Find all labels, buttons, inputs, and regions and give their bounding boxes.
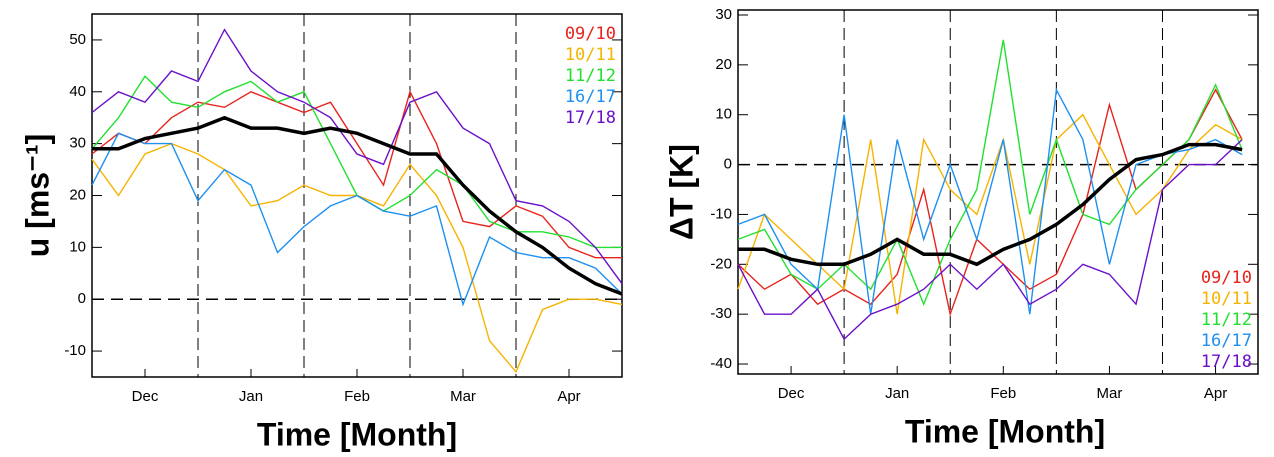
y-axis-label: u [ms⁻¹] <box>19 134 55 258</box>
y-tick-label: 10 <box>69 238 86 255</box>
series-line <box>91 75 622 249</box>
x-tick-label: Dec <box>778 385 805 402</box>
legend-entry: 09/10 <box>565 24 616 44</box>
plot-frame <box>737 9 1259 375</box>
mean-line <box>738 142 1243 267</box>
y-tick-label: 30 <box>69 135 86 152</box>
series-line <box>737 39 1243 307</box>
x-tick-label: Feb <box>990 385 1016 402</box>
legend-entry: 11/12 <box>565 66 616 86</box>
y-tick-label: -20 <box>710 255 732 272</box>
legend-entry: 09/10 <box>1201 268 1252 288</box>
y-tick-label: 0 <box>78 290 86 307</box>
legend-entry: 17/18 <box>565 108 616 128</box>
legend-entry: 16/17 <box>1201 331 1252 351</box>
x-axis-label: Time [Month] <box>905 413 1105 449</box>
y-tick-label: 10 <box>715 106 732 123</box>
y-tick-label: 30 <box>715 6 732 23</box>
x-tick-label: Apr <box>1204 385 1227 402</box>
series-line <box>91 89 622 259</box>
legend-entry: 10/11 <box>565 45 616 65</box>
x-tick-label: Jan <box>239 388 263 405</box>
y-tick-label: 0 <box>724 156 732 173</box>
legend-entry: 16/17 <box>565 87 616 107</box>
x-tick-label: Feb <box>344 388 370 405</box>
y-tick-label: -10 <box>64 342 86 359</box>
series-line <box>737 88 1243 317</box>
x-tick-label: Mar <box>1097 385 1123 402</box>
legend-entry: 17/18 <box>1201 352 1252 372</box>
x-tick-label: Mar <box>450 388 476 405</box>
legend-entry: 11/12 <box>1201 310 1252 330</box>
series-line <box>737 113 1243 315</box>
y-tick-label: -10 <box>710 205 732 222</box>
x-tick-label: Jan <box>885 385 909 402</box>
x-axis-label: Time [Month] <box>257 416 457 452</box>
y-tick-label: 40 <box>69 83 86 100</box>
x-tick-label: Apr <box>557 388 580 405</box>
y-axis-label: ΔT [K] <box>663 144 699 240</box>
series-line <box>91 28 623 285</box>
mean-line <box>92 115 623 296</box>
y-tick-label: -40 <box>710 355 732 372</box>
y-tick-label: 20 <box>69 186 86 203</box>
y-tick-label: 20 <box>715 56 732 73</box>
series-line <box>91 132 623 307</box>
y-tick-label: 50 <box>69 31 86 48</box>
x-tick-label: Dec <box>132 388 159 405</box>
series-line <box>737 87 1243 315</box>
legend-entry: 10/11 <box>1201 289 1252 309</box>
series-line <box>737 139 1243 341</box>
y-tick-label: -30 <box>710 305 732 322</box>
